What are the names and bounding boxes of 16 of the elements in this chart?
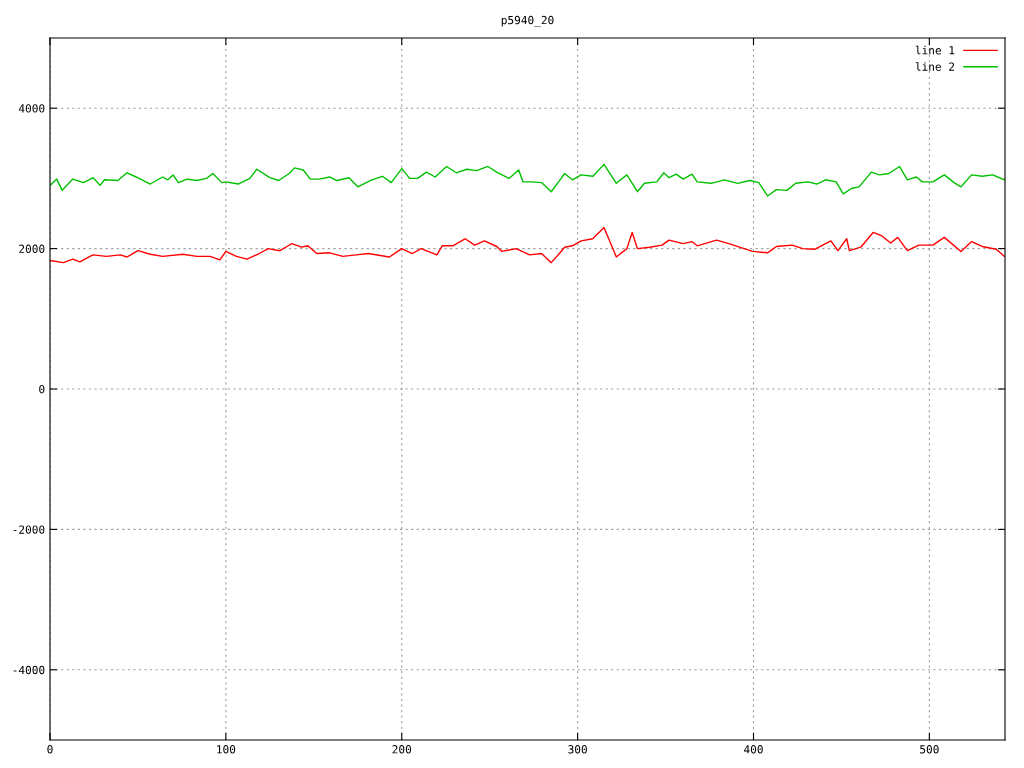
y-tick-label: 2000	[19, 244, 45, 254]
y-tick-label: 0	[39, 385, 45, 394]
y-tick-label: 4000	[18, 104, 45, 113]
y-tick-label: -2000	[13, 525, 45, 534]
legend-label: line 2	[915, 62, 955, 71]
chart-title: p5940_20	[501, 15, 554, 27]
y-tick-label: -4000	[13, 665, 45, 675]
x-tick-label: 100	[217, 745, 236, 754]
line-series	[50, 163, 1005, 197]
x-tick-label: 200	[392, 745, 412, 754]
x-tick-label: 0	[47, 745, 53, 754]
legend-label: line 1	[915, 45, 955, 55]
x-tick-label: 400	[744, 745, 763, 754]
x-tick-label: 300	[568, 745, 587, 754]
line-series	[50, 226, 1005, 264]
x-tick-label: 500	[920, 745, 939, 754]
